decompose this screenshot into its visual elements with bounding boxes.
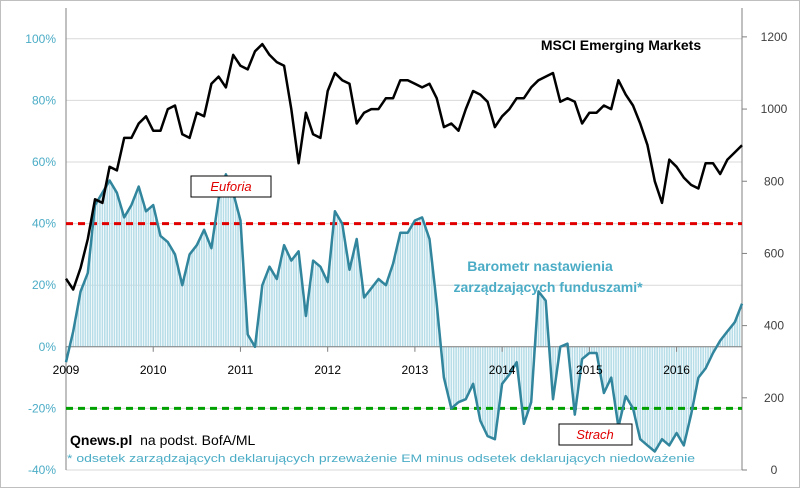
series-label-line1: Barometr nastawienia: [467, 258, 613, 274]
x-tick-label: 2014: [489, 363, 516, 377]
y-right-tick-label: 600: [764, 246, 784, 260]
y-right-tick-label: 200: [764, 391, 784, 405]
msci-line: [64, 42, 743, 291]
x-tick-label: 2011: [228, 363, 254, 377]
footnote: * odsetek zarządzających deklarujących p…: [67, 453, 695, 465]
x-tick-label: 2013: [402, 363, 429, 377]
y-left-tick-label: 80%: [32, 93, 56, 107]
x-tick-label: 2009: [53, 363, 80, 377]
barometer-line: [64, 173, 744, 453]
series-lines: [64, 42, 744, 453]
annotation-euforia: Euforia: [210, 179, 251, 194]
y-left-tick-label: 0%: [39, 340, 57, 354]
y-right-tick-label: 400: [764, 319, 784, 333]
y-left-tick-label: 40%: [32, 217, 56, 231]
y-left-tick-label: 100%: [25, 32, 56, 46]
y-right-tick-label: 0: [771, 463, 778, 477]
y-right-tick-label: 1200: [761, 30, 788, 44]
y-left-tick-label: -40%: [28, 463, 56, 477]
x-tick-label: 2010: [140, 363, 167, 377]
y-right-tick-label: 800: [764, 174, 784, 188]
source-credit: Qnews.pl na podst. BofA/ML: [70, 432, 256, 448]
y-left-tick-label: 60%: [32, 155, 56, 169]
series-label-line2: zarządzających funduszami*: [453, 279, 643, 295]
chart-title: MSCI Emerging Markets: [541, 37, 701, 53]
threshold-lines: [66, 222, 742, 410]
x-tick-label: 2012: [314, 363, 341, 377]
annotation-strach-box: [558, 423, 633, 446]
source-suffix: na podst. BofA/ML: [140, 432, 255, 448]
annotation-strach: Strach: [576, 427, 614, 442]
source-name: Qnews.pl: [70, 432, 132, 448]
y-left-tick-label: 20%: [32, 278, 56, 292]
y-right-tick-label: 1000: [761, 102, 788, 116]
x-tick-label: 2016: [663, 363, 690, 377]
x-tick-label: 2015: [576, 363, 603, 377]
tick-labels: -40% -20% 0% 20% 40% 60% 80% 100% 0 200 400 600 800 1…: [25, 30, 787, 477]
axes: [65, 8, 747, 471]
y-left-tick-label: -20%: [28, 401, 56, 415]
annotation-euforia-box: [190, 175, 272, 198]
